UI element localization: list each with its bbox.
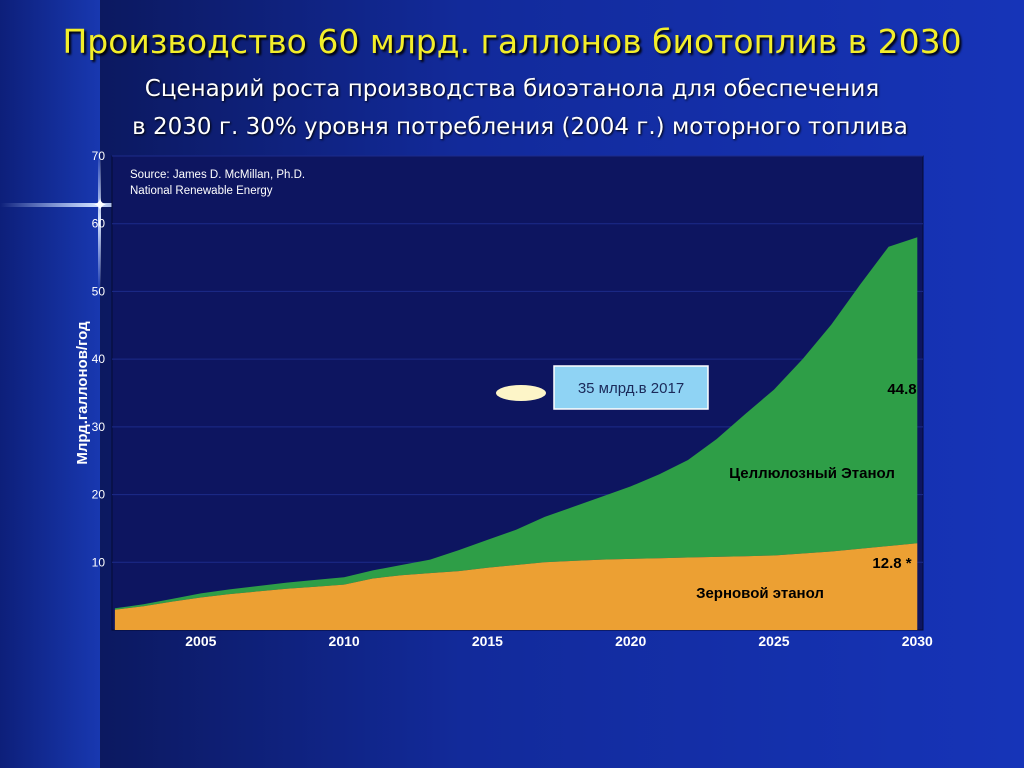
- horizontal-glow-line: [0, 203, 190, 207]
- page-title: Производство 60 млрд. галлонов биотоплив…: [62, 22, 962, 61]
- callout-box: [553, 365, 709, 410]
- callout-text: 35 млрд.в 2017: [578, 380, 684, 397]
- y-tick-label: 50: [92, 284, 106, 298]
- series-area-grain: [114, 543, 918, 630]
- x-tick-label: 2020: [615, 633, 646, 649]
- x-tick-label: 2010: [329, 633, 360, 649]
- x-tick-label: 2030: [902, 633, 933, 649]
- data-label-cellulose-2030: 44.8: [887, 381, 916, 398]
- x-tick-label: 2005: [185, 633, 216, 649]
- y-axis-label: Млрд.галлонов/год: [74, 321, 91, 465]
- subtitle-line-1: Сценарий роста производства биоэтанола д…: [144, 76, 880, 102]
- callout-marker: [496, 385, 546, 401]
- series-label-grain: Зерновой этанол: [696, 585, 824, 602]
- source-line-1: Source: James D. McMillan, Ph.D.: [130, 169, 305, 181]
- vertical-glow-line: [98, 150, 101, 290]
- y-tick-label: 60: [92, 217, 106, 231]
- data-label-grain-2030: 12.8 *: [872, 555, 911, 572]
- subtitle-line-2: в 2030 г. 30% уровня потребления (2004 г…: [132, 114, 908, 140]
- y-axis-ticks: 10 20 30 40 50 60 70: [92, 149, 106, 569]
- y-tick-label: 40: [92, 352, 106, 366]
- x-tick-label: 2025: [758, 633, 789, 649]
- y-tick-label: 10: [92, 555, 106, 569]
- y-tick-label: 30: [92, 420, 106, 434]
- y-tick-label: 20: [92, 488, 106, 502]
- source-line-2: National Renewable Energy: [130, 185, 273, 197]
- sparkle-icon: ✦: [92, 195, 108, 215]
- x-axis-ticks: 2005 2010 2015 2020 2025 2030: [185, 633, 933, 649]
- left-decor-band: [0, 0, 100, 768]
- series-label-cellulose: Целлюлозный Этанол: [729, 465, 895, 482]
- y-tick-label: 70: [92, 149, 106, 163]
- x-tick-label: 2015: [472, 633, 503, 649]
- series-area-cellulose: [114, 237, 918, 610]
